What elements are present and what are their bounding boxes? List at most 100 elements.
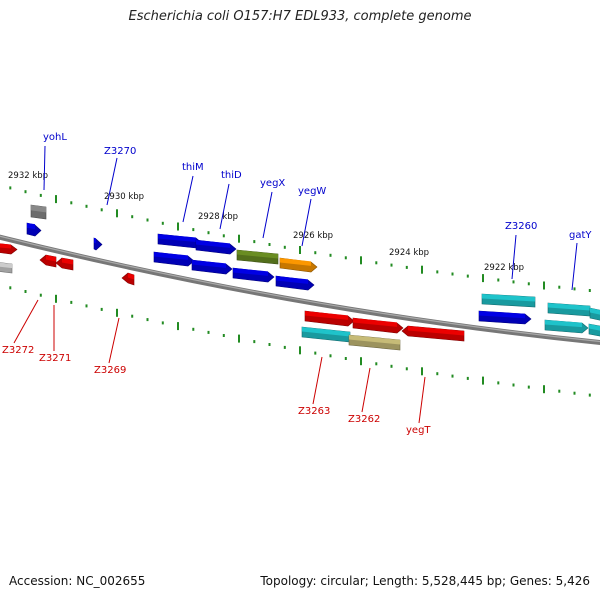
- reverse-gene-label-leader: [418, 376, 426, 424]
- reverse-gene-label-leader: [312, 356, 323, 405]
- outer-tick-mark: [146, 218, 149, 222]
- inner-tick-mark: [192, 327, 195, 331]
- inner-tick-mark: [527, 385, 530, 389]
- outer-tick-mark: [100, 208, 103, 212]
- inner-tick-mark: [466, 376, 469, 380]
- reverse-gene-label-leader: [13, 299, 39, 344]
- gene-arrow: [348, 334, 401, 351]
- forward-gene-label-leader: [301, 198, 312, 247]
- reverse-gene-label[interactable]: Z3262: [348, 414, 380, 425]
- forward-gene-label-leader: [571, 242, 578, 291]
- gene-arrow: [191, 259, 233, 275]
- forward-gene-label-leader: [182, 175, 194, 223]
- outer-tick-track: [9, 186, 591, 292]
- outer-tick-mark: [482, 274, 484, 283]
- outer-tick-mark: [329, 253, 332, 257]
- outer-tick-mark: [360, 256, 362, 265]
- inner-tick-mark: [329, 354, 332, 358]
- forward-gene-label[interactable]: Z3270: [104, 146, 136, 157]
- forward-gene-label[interactable]: thiM: [182, 162, 204, 173]
- inner-tick-mark: [177, 322, 179, 331]
- outer-tick-mark: [85, 204, 88, 208]
- outer-tick-mark: [527, 282, 530, 286]
- gene-arrow: [236, 249, 279, 265]
- forward-gene-label-leader: [219, 183, 230, 230]
- outer-tick-mark: [299, 246, 301, 254]
- reverse-gene-label[interactable]: yegT: [406, 425, 431, 436]
- inner-tick-mark: [100, 307, 103, 311]
- gene-arrow: [352, 317, 404, 334]
- inner-tick-mark: [207, 330, 210, 334]
- inner-tick-mark: [573, 391, 576, 395]
- gene-arrow: [55, 257, 74, 271]
- scale-label: 2926 kbp: [293, 231, 333, 241]
- label-leaders: [13, 145, 578, 424]
- inner-tick-mark: [70, 300, 73, 304]
- inner-tick-mark: [55, 294, 57, 303]
- gene-arrow: [275, 275, 315, 291]
- outer-tick-mark: [436, 270, 439, 274]
- outer-tick-mark: [222, 234, 225, 238]
- outer-tick-mark: [268, 243, 271, 246]
- inner-tick-mark: [360, 357, 362, 366]
- inner-tick-mark: [85, 304, 88, 308]
- reverse-gene-label[interactable]: Z3269: [94, 365, 126, 376]
- outer-tick-mark: [207, 231, 210, 235]
- gene-arrow: [232, 267, 275, 283]
- forward-gene-label-leader: [511, 234, 517, 280]
- outer-tick-mark: [238, 234, 240, 243]
- outer-tick-mark: [314, 251, 317, 255]
- gene-arrow: [304, 310, 355, 327]
- reverse-gene-label[interactable]: Z3263: [298, 406, 330, 417]
- forward-gene-label[interactable]: gatY: [569, 230, 592, 241]
- gene-arrow: [544, 319, 589, 334]
- gene-features: [0, 204, 600, 351]
- inner-tick-mark: [497, 381, 500, 385]
- inner-tick-mark: [588, 393, 591, 397]
- gene-arrow: [26, 222, 42, 237]
- outer-tick-mark: [573, 287, 576, 291]
- forward-gene-label-leader: [106, 157, 118, 206]
- genome-summary-text: Topology: circular; Length: 5,528,445 bp…: [260, 574, 590, 588]
- gene-arrow: [589, 307, 600, 321]
- forward-gene-label[interactable]: yegX: [260, 178, 285, 189]
- outer-tick-mark: [558, 285, 561, 289]
- reverse-gene-label[interactable]: Z3271: [39, 353, 71, 364]
- inner-tick-mark: [436, 372, 439, 376]
- outer-tick-mark: [466, 274, 469, 278]
- forward-gene-label[interactable]: thiD: [221, 170, 242, 181]
- inner-tick-mark: [238, 334, 240, 343]
- outer-tick-mark: [375, 261, 378, 265]
- forward-gene-label-leader: [262, 191, 273, 239]
- inner-tick-mark: [451, 374, 454, 378]
- forward-gene-label-leader: [43, 145, 46, 191]
- forward-gene-label[interactable]: Z3260: [505, 221, 537, 232]
- scale-label: 2924 kbp: [389, 248, 429, 258]
- inner-tick-mark: [268, 343, 271, 346]
- outer-tick-mark: [253, 240, 256, 244]
- outer-tick-mark: [131, 215, 134, 219]
- scale-label: 2928 kbp: [198, 212, 238, 222]
- outer-tick-mark: [344, 256, 347, 260]
- forward-gene-label[interactable]: yohL: [43, 132, 67, 143]
- gene-arrow: [0, 262, 13, 274]
- outer-tick-mark: [70, 201, 73, 205]
- reverse-gene-label-leader: [108, 317, 120, 364]
- outer-tick-mark: [421, 265, 423, 274]
- gene-arrow: [157, 233, 203, 249]
- scale-label: 2932 kbp: [8, 171, 48, 181]
- inner-tick-mark: [344, 357, 347, 360]
- gene-arrow: [39, 254, 57, 268]
- forward-gene-label[interactable]: yegW: [298, 186, 326, 197]
- gene-arrow: [30, 204, 47, 220]
- inner-tick-track: [9, 286, 591, 397]
- outer-tick-mark: [543, 281, 545, 290]
- inner-tick-mark: [543, 385, 545, 394]
- reverse-gene-label[interactable]: Z3272: [2, 345, 34, 356]
- outer-tick-mark: [283, 245, 286, 249]
- inner-tick-mark: [283, 345, 286, 349]
- scale-labels: 2932 kbp 2930 kbp 2928 kbp 2926 kbp 2924 kbp…: [8, 171, 524, 273]
- genome-backbone-highlight: [0, 235, 600, 343]
- gene-arrow: [279, 257, 318, 273]
